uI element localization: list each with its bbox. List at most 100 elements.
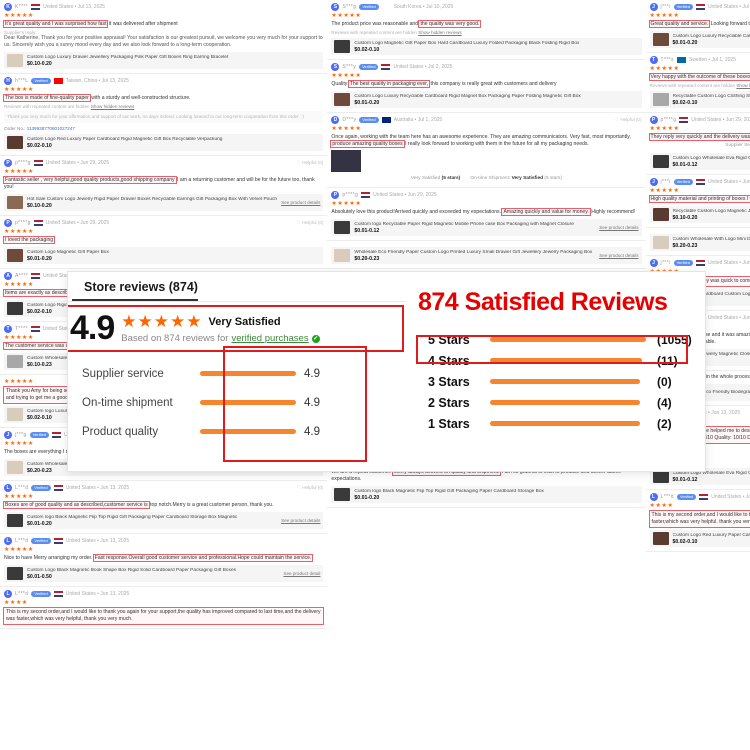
show-hidden-reviews-link[interactable]: Show hidden reviews <box>90 104 135 109</box>
product-card[interactable]: Custom Logo Wholesale Eva Rigid Cardboar… <box>649 153 750 170</box>
review-text: Quality The best quality in packaging ev… <box>331 80 557 88</box>
product-thumbnail <box>7 249 23 262</box>
product-card[interactable]: Custom Logo Luxury Recyclable Cardboard … <box>649 31 750 48</box>
product-card[interactable]: Hot Sale Custom Logo Jewelry Rigid Paper… <box>4 194 324 211</box>
highlighted-review-text: the quality was very good. <box>418 20 482 28</box>
avatar: S <box>331 63 340 71</box>
show-hidden-reviews-link[interactable]: Show hidden reviews <box>736 83 750 88</box>
product-title: Recyclable Custom Logo Magnetic Jewelry … <box>672 208 750 214</box>
country-flag-icon <box>53 78 63 84</box>
highlighted-review-text: Boxes are of good quality and as describ… <box>3 501 150 509</box>
reviewer-location: Australia • Jul 1, 2025 <box>393 117 443 123</box>
avatar: K <box>4 3 12 11</box>
verified-purchases-link[interactable]: verified purchases <box>231 333 309 344</box>
show-hidden-reviews-link[interactable]: Show hidden reviews <box>418 30 462 35</box>
star-distribution-row[interactable]: 1 Stars (2) <box>428 413 705 434</box>
product-price: $0.01-0.20 <box>354 99 380 106</box>
avatar: D <box>331 116 340 124</box>
reviewer-name: j***i <box>660 260 671 266</box>
satisfaction-summary: Very Satisfied (5 stars) On-time Shipmen… <box>331 174 641 183</box>
based-on-prefix: Based on 874 reviews for <box>121 333 229 344</box>
review-stars-icon: ★★★★★ <box>4 335 34 341</box>
product-card[interactable]: Custom Wholesale With Logo Mini Drawer P… <box>649 234 750 251</box>
metric-label: Supplier service <box>82 367 164 380</box>
review-stars-icon: ★★★★★ <box>4 441 34 447</box>
star-row-label: 4 Stars <box>428 353 470 368</box>
see-product-details-link[interactable]: See product details <box>599 253 639 258</box>
review-item: D D***y Verified Australia • Jul 1, 2025 ♡ H… <box>327 113 646 188</box>
see-product-details-link[interactable]: See product details <box>599 225 639 230</box>
product-card[interactable]: Recyclable Custom Logo Magnetic Jewelry … <box>649 206 750 223</box>
see-product-details-link[interactable]: See product detail <box>283 571 321 576</box>
supplier-reply-text: Dear Katherine, Thank you for your posit… <box>4 35 323 48</box>
product-card[interactable]: Wholesale Eco Friendly Paper Custom Logo… <box>331 247 642 264</box>
product-card[interactable]: Custom Logo Wholesale Eva Rigid Cardboar… <box>649 468 750 485</box>
highlighted-review-text: The box is made of fine-quality paper <box>3 94 91 102</box>
review-text: I loved the packaging <box>2 236 323 244</box>
reviewer-location: Ukraine • Jun 13, 2025 <box>689 410 741 416</box>
product-thumbnail <box>652 33 669 46</box>
product-card[interactable]: Custom Logo Black Magnetic Book Shape Bo… <box>4 565 324 582</box>
product-thumbnail <box>7 514 23 527</box>
review-item: T T***s Sweden • Jul 1, 2025 ★★★★★ Very happ… <box>645 53 750 113</box>
product-card[interactable]: Custom Logo Luxury Recyclable Cardboard … <box>331 91 642 108</box>
review-stars-icon: ★★★★★ <box>4 282 34 288</box>
review-text: High quality material and printing of bo… <box>648 195 750 203</box>
review-photo[interactable] <box>331 150 362 172</box>
country-flag-icon <box>695 4 705 10</box>
review-stars-icon: ★★★★★ <box>4 494 34 500</box>
order-number-link[interactable]: 1139938770801027247 <box>26 126 75 131</box>
product-card[interactable]: Custom Logo Red Luxury Paper Cardboard R… <box>649 530 750 547</box>
product-card[interactable]: Custom logo Recyclable Paper Rigid Magne… <box>331 219 642 236</box>
reviewer-location: United States • Jun 29, 2025 <box>45 220 110 226</box>
product-price: $0.02-0.10 <box>27 142 52 149</box>
verified-badge: Verified <box>673 179 693 185</box>
metric-row: Supplier service 4.9 <box>82 359 406 388</box>
product-card[interactable]: Recyclable Custom Logo Clothing Shoe Fol… <box>649 91 750 108</box>
product-card[interactable]: Custom logo Black Magnetic Flip Top Rigi… <box>4 512 324 529</box>
product-card[interactable]: Custom Logo Magnetic Gift Paper Box Hard… <box>331 38 642 55</box>
country-flag-icon <box>381 4 391 10</box>
avatar: J <box>4 431 12 439</box>
product-card[interactable]: Custom Logo Red Luxury Paper Cardboard R… <box>4 134 324 151</box>
product-thumbnail <box>7 408 23 421</box>
country-flag-icon <box>52 432 62 438</box>
star-distribution-row[interactable]: 2 Stars (4) <box>428 392 705 413</box>
product-title: Custom logo Recyclable Paper Rigid Magne… <box>354 221 574 227</box>
star-row-count: (1055) <box>657 332 692 347</box>
highlighted-review-text: The customer service was amazing <box>3 342 87 350</box>
review-stars-icon: ★★★★★ <box>331 126 362 132</box>
review-stars-icon: ★★★★★ <box>4 379 34 385</box>
product-title: Wholesale Eco Friendly Paper Custom Logo… <box>354 249 593 255</box>
product-card[interactable]: Custom Logo Magnetic Gift Paper Box $0.01… <box>4 247 324 264</box>
star-distribution-row[interactable]: 5 Stars (1055) <box>428 329 705 350</box>
product-card[interactable]: Custom logo Black Magnetic Flip Top Rigi… <box>331 486 642 503</box>
star-distribution-row[interactable]: 3 Stars (0) <box>428 371 705 392</box>
overall-score-value: 4.9 <box>70 309 115 347</box>
verified-badge: Verified <box>673 260 693 266</box>
avatar: S <box>331 3 340 11</box>
review-stars-icon: ★★★★★ <box>4 13 34 19</box>
product-card[interactable]: Custom Logo Luxury Drawer Jewellery Pack… <box>4 52 324 69</box>
reviewer-location: United States • Jun 13, 2025 <box>711 494 750 500</box>
satisfied-reviews-breakdown: 874 Satisfied Reviews 5 Stars (1055) 4 Sta… <box>406 272 705 471</box>
star-row-bar <box>490 336 646 343</box>
reviewer-name: S***g <box>342 4 357 10</box>
product-price: $0.02-0.10 <box>672 99 698 106</box>
reviewer-name: K**** <box>15 4 29 10</box>
metric-label: Product quality <box>82 425 159 438</box>
star-distribution-row[interactable]: 4 Stars (11) <box>428 350 705 371</box>
see-product-details-link[interactable]: See product details <box>281 200 321 205</box>
avatar: T <box>4 325 12 333</box>
see-product-details-link[interactable]: See product details <box>281 518 321 523</box>
